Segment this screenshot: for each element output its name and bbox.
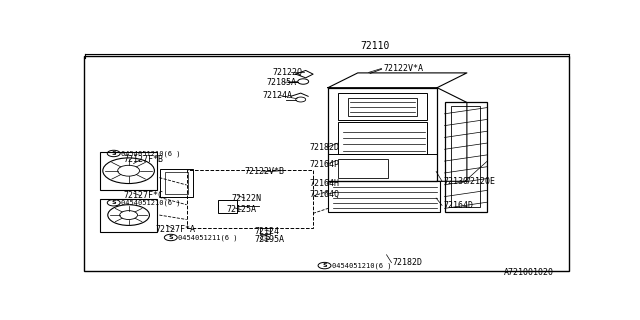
Text: 72164H: 72164H: [309, 179, 339, 188]
Text: S: S: [168, 235, 173, 240]
Bar: [445, 102, 486, 212]
Text: 0454051210(6 ): 0454051210(6 ): [121, 150, 180, 157]
Bar: [328, 181, 440, 212]
Text: 72122V*A: 72122V*A: [383, 64, 424, 73]
Text: 0454051210(6 ): 0454051210(6 ): [332, 262, 392, 269]
Bar: [348, 98, 417, 116]
Text: 72127F*B: 72127F*B: [124, 155, 164, 164]
Text: S: S: [111, 200, 116, 205]
Text: 72195A: 72195A: [255, 235, 285, 244]
Text: 72124: 72124: [255, 227, 280, 236]
Text: 72125A: 72125A: [227, 205, 257, 214]
Text: 72164Q: 72164Q: [309, 190, 339, 199]
Text: 72182D: 72182D: [392, 258, 422, 267]
Text: 72124A: 72124A: [262, 91, 292, 100]
Bar: [100, 152, 157, 190]
Bar: [338, 159, 388, 178]
Bar: [338, 92, 428, 120]
Bar: [338, 122, 428, 154]
Bar: [328, 88, 437, 181]
Bar: [260, 228, 271, 234]
Text: 0454051210(6 ): 0454051210(6 ): [121, 199, 180, 206]
Bar: [165, 172, 188, 194]
Text: 72122Q: 72122Q: [273, 68, 303, 77]
Text: 72122V*B: 72122V*B: [244, 167, 285, 176]
Text: 72127F*A: 72127F*A: [156, 225, 195, 234]
Text: 72164P: 72164P: [309, 160, 339, 169]
Bar: [161, 169, 193, 197]
Text: 72122N: 72122N: [231, 194, 261, 203]
Text: 72127F*C: 72127F*C: [124, 191, 164, 200]
Text: S: S: [322, 263, 327, 268]
Bar: [84, 56, 569, 271]
Bar: [451, 106, 480, 207]
Text: 72110: 72110: [360, 41, 390, 51]
Text: 72120E: 72120E: [466, 177, 496, 186]
Text: S: S: [111, 151, 116, 156]
Text: A721001020: A721001020: [504, 268, 554, 277]
Text: 72130: 72130: [443, 177, 468, 186]
Text: 72185A: 72185A: [266, 78, 296, 87]
Text: 72164D: 72164D: [443, 201, 473, 210]
Bar: [328, 154, 437, 181]
Text: 0454051211(6 ): 0454051211(6 ): [178, 234, 237, 241]
Bar: [100, 198, 157, 232]
Text: 72182D: 72182D: [309, 143, 339, 152]
Bar: [187, 170, 313, 228]
Bar: [218, 200, 237, 213]
